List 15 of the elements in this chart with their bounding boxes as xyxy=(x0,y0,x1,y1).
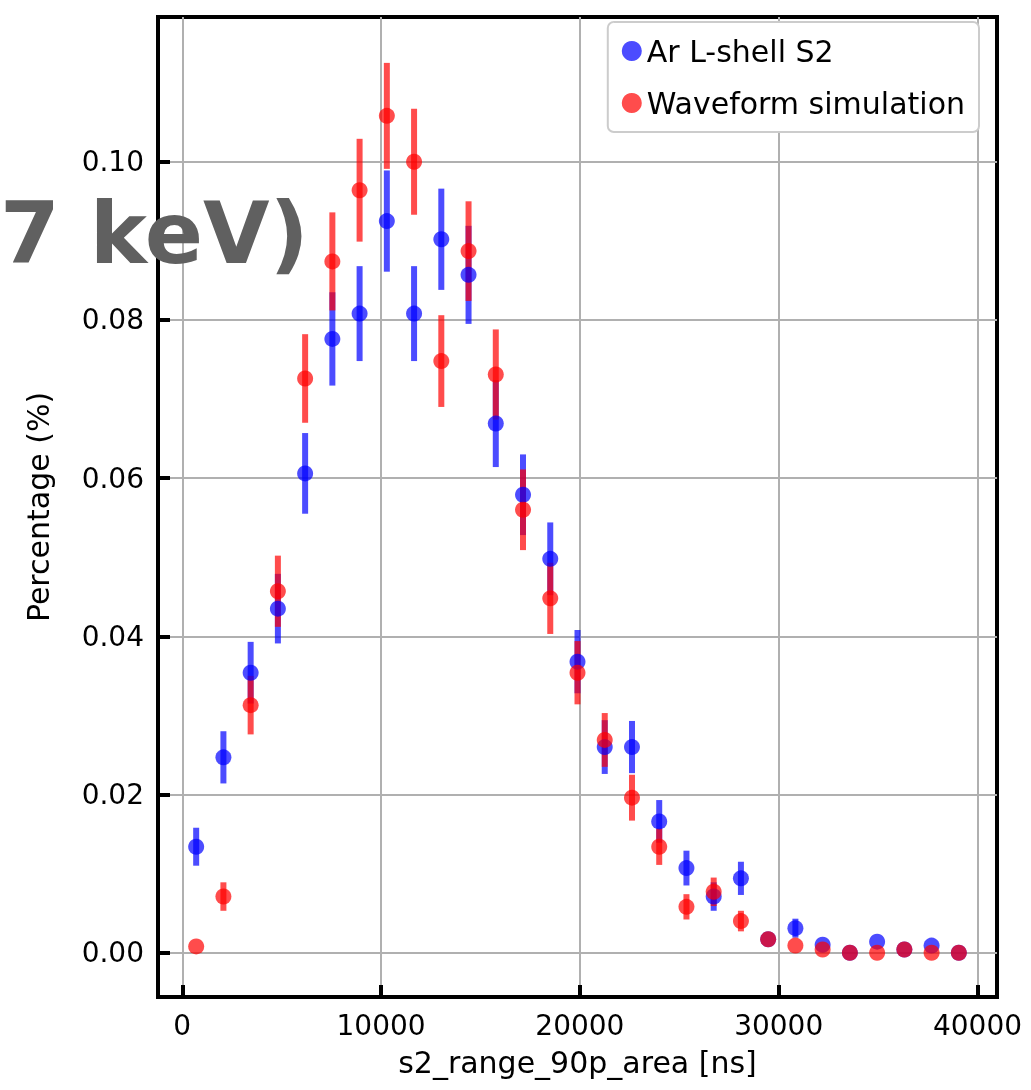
x-tick-label: 30000 xyxy=(734,1008,824,1042)
y-axis-title: Percentage (%) xyxy=(20,391,56,623)
y-tick-label: 0.10 xyxy=(81,145,144,179)
x-axis-title: s2_range_90p_area [ns] xyxy=(398,1044,757,1080)
legend-label: Waveform simulation xyxy=(646,85,966,121)
y-tick-label: 0.08 xyxy=(81,303,144,337)
x-tick-label: 40000 xyxy=(932,1008,1023,1042)
x-tick-label: 0 xyxy=(173,1008,192,1042)
legend-label: Ar L-shell S2 xyxy=(646,33,834,69)
y-tick-label: 0.02 xyxy=(81,778,144,812)
y-tick-label: 0.06 xyxy=(81,461,144,495)
y-tick-label: 0.04 xyxy=(81,619,144,653)
x-tick-label: 20000 xyxy=(535,1008,625,1042)
x-tick-label: 10000 xyxy=(336,1008,426,1042)
y-tick-label: 0.00 xyxy=(81,936,144,970)
